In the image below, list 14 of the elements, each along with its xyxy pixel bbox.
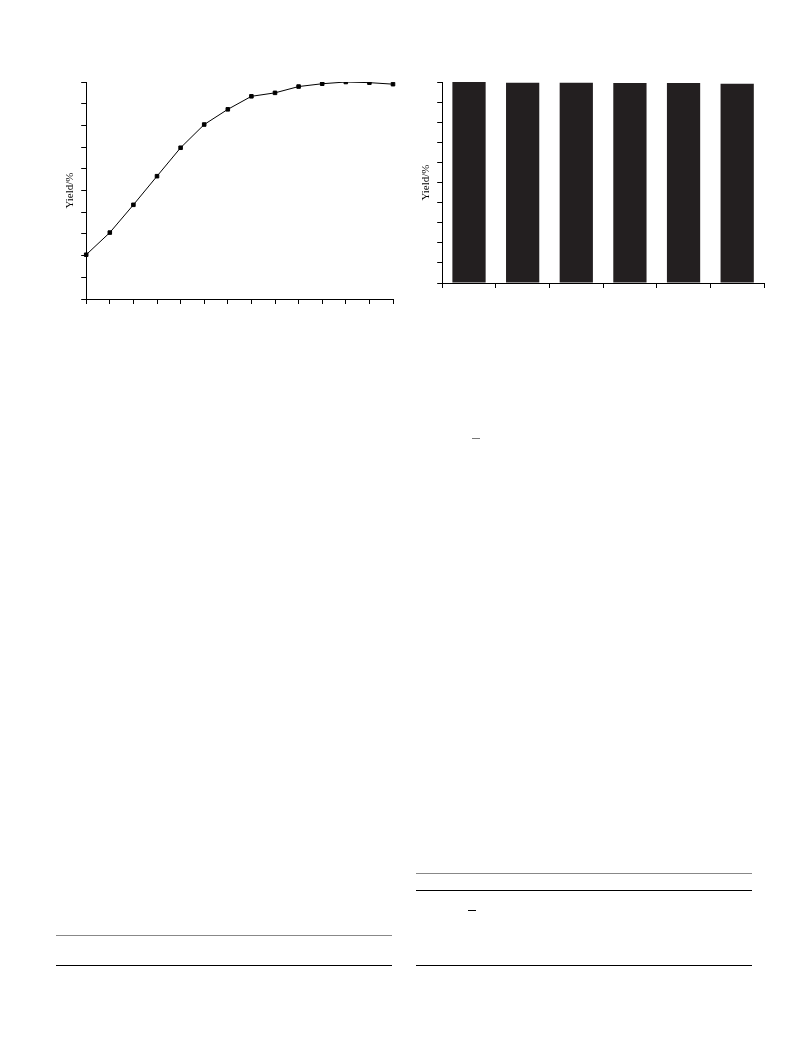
point bbox=[131, 202, 136, 208]
point bbox=[225, 107, 231, 112]
point bbox=[296, 84, 301, 89]
point bbox=[390, 82, 396, 87]
point bbox=[272, 90, 278, 96]
point bbox=[201, 122, 207, 127]
point bbox=[367, 82, 372, 85]
point bbox=[107, 230, 113, 235]
point bbox=[319, 82, 325, 86]
y-axis-title: Yield/% bbox=[63, 172, 76, 209]
point bbox=[178, 145, 183, 151]
point bbox=[154, 173, 160, 179]
y-axis-title: Yield/% bbox=[419, 164, 432, 201]
point bbox=[249, 94, 254, 99]
